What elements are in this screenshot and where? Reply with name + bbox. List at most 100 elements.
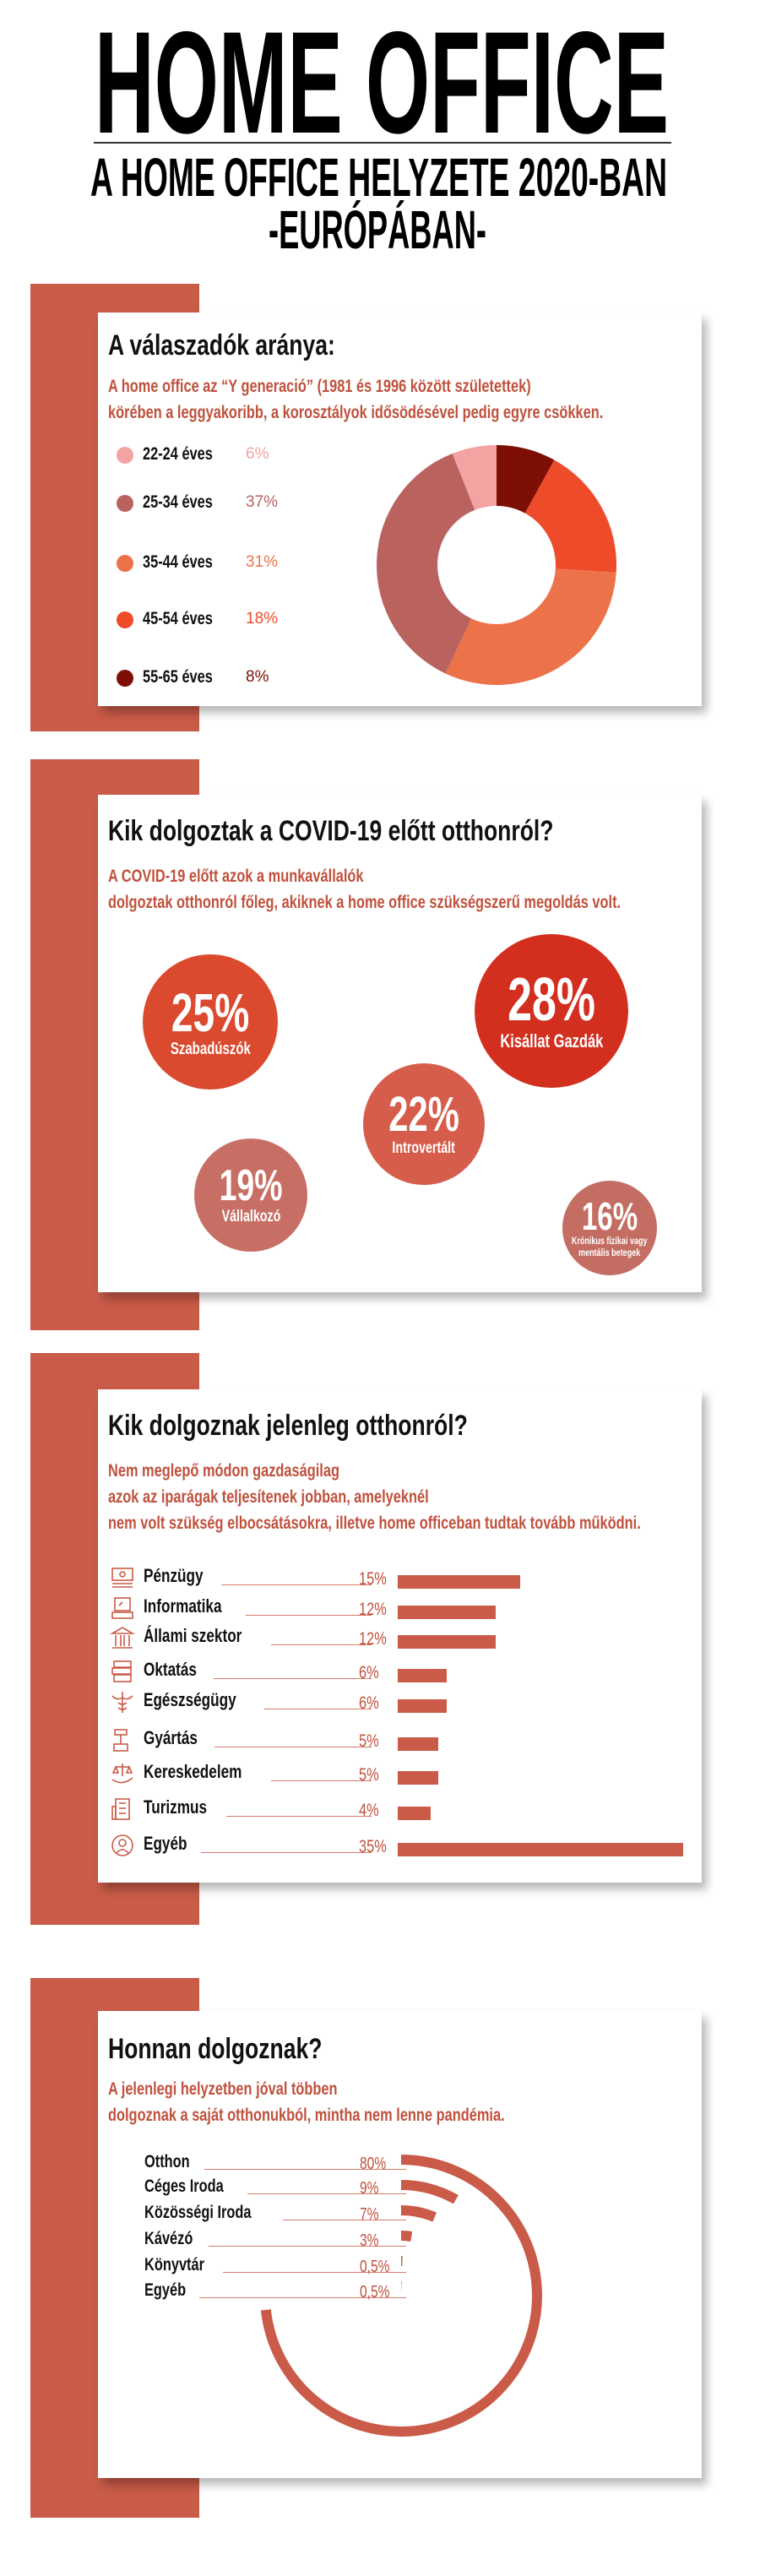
bar-label-text: Informatika xyxy=(144,1595,222,1617)
radial-label-text: Otthon xyxy=(144,2152,190,2171)
books-icon xyxy=(111,1660,132,1682)
radial-legend-row: Kávézó 3% xyxy=(144,2227,499,2251)
bar-label-text: Gyártás xyxy=(144,1727,198,1748)
bar xyxy=(398,1807,431,1820)
bar-row: Oktatás 6% xyxy=(110,1659,701,1684)
where-desc-1: A jelenlegi helyzetben jóval többen xyxy=(108,2079,338,2099)
leader-line xyxy=(160,1615,372,1616)
bubble-percent: 25% xyxy=(171,981,250,1043)
stat-bubble: 19% Vállalkozó xyxy=(194,1139,307,1252)
bar-label-text: Egyéb xyxy=(144,1833,187,1854)
bar-value: 5% xyxy=(359,1731,379,1751)
radial-value: 3% xyxy=(360,2231,379,2250)
before-desc-2: dolgoztak otthonról főleg, akiknek a hom… xyxy=(108,893,622,912)
before-covid-card: Kik dolgoztak a COVID-19 előtt otthonról… xyxy=(98,795,702,1292)
bar-label: Egészségügy xyxy=(144,1689,264,1711)
now-card: Kik dolgoznak jelenleg otthonról? Nem me… xyxy=(98,1389,702,1883)
radial-label: Kávézó xyxy=(144,2229,209,2249)
bar-row: Pénzügy 15% xyxy=(110,1565,701,1590)
bar-value: 5% xyxy=(359,1765,379,1785)
leader-line xyxy=(160,1852,372,1853)
before-title: Kik dolgoztak a COVID-19 előtt otthonról… xyxy=(108,815,554,847)
radial-label-text: Közösségi Iroda xyxy=(144,2203,252,2222)
bar-value: 6% xyxy=(359,1693,379,1713)
stat-bubble: 25% Szabadúszók xyxy=(143,954,278,1090)
leader-line xyxy=(160,1584,372,1585)
bar-row: Gyártás 5% xyxy=(110,1727,701,1753)
subtitle: A HOME OFFICE HELYZETE 2020-BAN xyxy=(90,147,667,208)
leader-line xyxy=(161,2169,406,2170)
leader-line xyxy=(161,2272,406,2273)
bar xyxy=(398,1669,447,1682)
leader-line xyxy=(161,2193,406,2194)
legend-label: 25-34 éves xyxy=(143,492,213,512)
radial-arc xyxy=(260,2155,542,2437)
donut-slice xyxy=(497,445,555,514)
bar-value: 4% xyxy=(359,1801,379,1820)
respondents-title: A válaszadók aránya: xyxy=(108,329,335,361)
legend-value: 37% xyxy=(246,493,279,511)
legend-item: 55-65 éves 8% xyxy=(117,666,269,691)
legend-swatch xyxy=(117,611,133,628)
bar-row: Állami szektor 12% xyxy=(110,1625,701,1650)
bubble-percent: 22% xyxy=(388,1087,459,1143)
now-desc-3: nem volt szükség elbocsátásokra, illetve… xyxy=(108,1514,641,1533)
legend-item: 25-34 éves 37% xyxy=(117,491,278,516)
radial-label: Közösségi Iroda xyxy=(144,2203,284,2223)
bar-value: 15% xyxy=(359,1569,387,1589)
legend-item: 35-44 éves 31% xyxy=(117,551,278,576)
legend-value: 18% xyxy=(246,610,279,628)
bubble-label: Kisállat Gazdák xyxy=(500,1030,603,1052)
bar-row: Egészségügy 6% xyxy=(110,1689,701,1715)
bar-value: 35% xyxy=(359,1837,387,1856)
legend-swatch xyxy=(117,555,133,572)
bar-row: Kereskedelem 5% xyxy=(110,1761,701,1786)
main-title: HOME OFFICE xyxy=(95,2,669,164)
radial-legend-row: Egyéb 0,5% xyxy=(144,2279,499,2302)
radial-value: 80% xyxy=(360,2155,387,2173)
bar xyxy=(398,1843,684,1856)
bar-label-text: Oktatás xyxy=(144,1659,197,1680)
bubble-percent: 16% xyxy=(581,1194,638,1239)
bar-label: Gyártás xyxy=(144,1727,214,1749)
leader-line xyxy=(160,1678,372,1679)
bubble-label: Vállalkozó xyxy=(221,1208,280,1226)
now-desc-1: Nem meglepő módon gazdaságilag xyxy=(108,1461,339,1481)
legend-value: 31% xyxy=(246,553,279,571)
respondents-desc-2: körében a leggyakoribb, a korosztályok i… xyxy=(108,403,604,422)
bar-value: 12% xyxy=(359,1600,387,1619)
money-icon xyxy=(111,1568,133,1588)
bar-label: Egyéb xyxy=(144,1833,202,1855)
legend-item: 22-24 éves 6% xyxy=(117,443,269,468)
bar xyxy=(398,1737,439,1751)
bar-label-text: Kereskedelem xyxy=(144,1761,242,1782)
bubble-label-2: mentális betegek xyxy=(578,1247,641,1258)
radial-label: Egyéb xyxy=(144,2280,200,2301)
person-icon xyxy=(111,1834,133,1856)
bar xyxy=(398,1699,447,1713)
bubble-label: Krónikus fizikai vagy xyxy=(572,1235,648,1247)
stat-bubble: 22% Introvertált xyxy=(363,1063,485,1185)
bar-label-text: Állami szektor xyxy=(144,1625,242,1646)
legend-swatch xyxy=(117,670,133,687)
where-radial-chart xyxy=(260,2155,542,2437)
caduceus-icon xyxy=(111,1692,133,1713)
radial-label: Céges Iroda xyxy=(144,2177,248,2197)
legend-label: 35-44 éves xyxy=(143,552,213,572)
radial-label-text: Egyéb xyxy=(144,2280,187,2300)
respondents-desc-1: A home office az “Y generació” (1981 és … xyxy=(108,377,531,396)
bubble-label: Szabadúszók xyxy=(170,1039,251,1058)
bar-label: Turizmus xyxy=(144,1796,227,1818)
radial-label-text: Könyvtár xyxy=(144,2255,205,2274)
donut-slice xyxy=(524,459,616,573)
stat-bubble: 16% Krónikus fizikai vagy mentális betegek xyxy=(562,1181,657,1275)
now-title: Kik dolgoznak jelenleg otthonról? xyxy=(108,1410,468,1442)
bubble-percent: 19% xyxy=(219,1161,283,1211)
radial-value: 7% xyxy=(360,2205,379,2224)
bar xyxy=(398,1575,520,1589)
radial-legend-row: Otthon 80% xyxy=(144,2150,499,2174)
bubble-percent: 28% xyxy=(508,966,595,1035)
radial-label-text: Céges Iroda xyxy=(144,2177,224,2196)
scales-hand-icon xyxy=(111,1764,133,1784)
bar-row: Turizmus 4% xyxy=(110,1796,701,1822)
